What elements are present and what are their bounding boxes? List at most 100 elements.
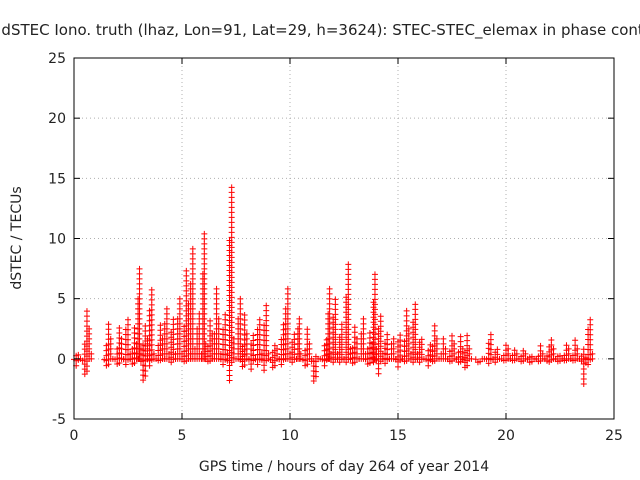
data-point [371,326,378,333]
data-point [563,342,570,349]
data-point [494,346,501,353]
data-point [116,359,123,366]
data-point [170,316,177,323]
data-point [228,304,235,311]
data-point [412,316,419,323]
data-point [131,359,138,366]
data-point [375,365,382,372]
data-point [371,341,378,348]
data-point [345,276,352,283]
data-point [449,332,455,339]
satellite-arc [252,316,265,368]
data-point [157,322,164,329]
data-point [371,351,378,358]
data-point [487,331,494,338]
data-point [580,375,587,382]
data-point [338,351,345,358]
data-point [371,311,378,318]
satellite-arc [328,296,341,366]
data-point [142,372,149,379]
data-point [170,321,177,328]
data-point [360,315,367,322]
data-point [256,316,263,323]
data-point [332,341,339,348]
data-point [170,331,177,338]
data-point [457,333,464,340]
satellite-arc [280,285,293,362]
data-point [431,322,438,329]
x-tick-label: 5 [178,428,187,444]
data-point [433,335,440,342]
data-point [250,332,257,339]
satellite-arc [237,311,252,370]
chart-title: dSTEC Iono. truth (lhaz, Lon=91, Lat=29,… [1,21,640,40]
data-point [412,346,419,353]
data-point [345,271,352,278]
data-point [222,311,229,318]
data-point [332,326,339,333]
data-point [228,284,235,291]
data-point [345,261,352,268]
satellite-arc [399,307,414,365]
satellite-arc [407,301,421,366]
data-point [291,331,298,338]
satellite-arc [159,305,173,362]
satellite-arc [133,265,144,362]
data-point [371,296,378,303]
data-point [136,265,143,272]
data-point [371,281,378,288]
data-point [207,317,214,324]
data-point [201,230,208,237]
data-point [228,359,235,366]
data-point [565,345,572,352]
data-point [451,340,458,347]
data-point [228,299,235,306]
data-point [237,295,244,302]
data-point [332,346,339,353]
data-point [574,345,581,352]
satellite-arc [308,353,324,384]
satellite-arc [101,321,116,369]
data-point [511,347,518,354]
data-point [228,279,235,286]
data-point [412,326,419,333]
data-point [371,291,378,298]
data-point [261,362,268,369]
data-point [116,324,123,331]
data-point [397,342,404,349]
data-point [228,204,235,211]
data-point [228,264,235,271]
grid-lines [74,58,614,419]
data-point [440,335,447,342]
y-tick-label: 25 [48,51,66,67]
data-point [228,309,235,316]
data-point [338,331,345,338]
data-point [157,332,164,339]
data-point [142,367,149,374]
data-point [418,336,425,343]
data-point [338,336,345,343]
data-point [150,350,157,357]
data-point [371,346,378,353]
data-point [105,321,112,328]
satellite-arc [323,285,335,362]
data-point [345,311,352,318]
satellite-arc [267,342,283,371]
data-point [170,346,177,353]
data-point [291,336,298,343]
satellite-arc [379,331,393,367]
data-point [228,324,235,331]
data-point [425,362,432,369]
satellite-arc [198,230,209,362]
data-point [366,359,373,366]
data-point [228,289,235,296]
data-point [377,323,384,330]
data-point [371,306,378,313]
satellite-arc [112,324,127,367]
satellite-arc [347,324,363,367]
y-tick-label: 20 [48,111,66,127]
data-point [271,342,278,349]
satellite-arc [582,316,596,368]
data-point [321,362,328,369]
